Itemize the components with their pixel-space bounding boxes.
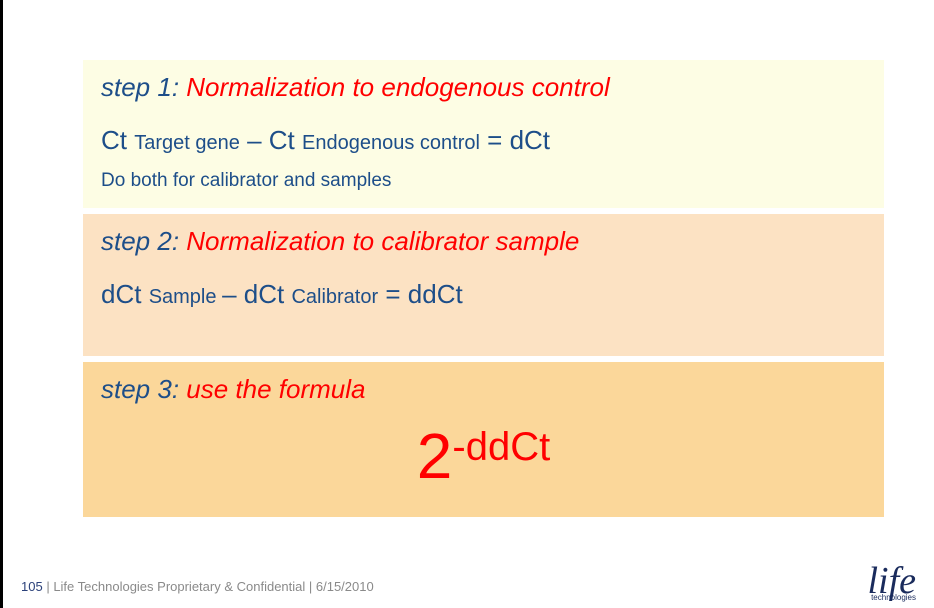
- step-2-title: Normalization to calibrator sample: [186, 226, 579, 256]
- step-3-formula: 2-ddCt: [101, 419, 866, 493]
- step-1-header: step 1: Normalization to endogenous cont…: [101, 72, 866, 103]
- footer-text: Life Technologies Proprietary & Confiden…: [53, 579, 373, 594]
- slide-footer: 105 | Life Technologies Proprietary & Co…: [21, 579, 374, 594]
- formula-sub: Target gene: [134, 132, 240, 154]
- formula-part: dCt: [101, 279, 149, 309]
- step-2-label: step 2:: [101, 226, 186, 256]
- formula-exponent: -ddCt: [452, 425, 550, 469]
- step-3-title: use the formula: [186, 374, 365, 404]
- brand-logo: life technologies: [867, 559, 916, 602]
- step-1-label: step 1:: [101, 72, 186, 102]
- formula-part: – Ct: [240, 125, 302, 155]
- step-2-formula: dCt Sample – dCt Calibrator = ddCt: [101, 279, 866, 310]
- logo-subtext: technologies: [867, 593, 916, 602]
- step-3-label: step 3:: [101, 374, 186, 404]
- formula-sub: Endogenous control: [302, 132, 480, 154]
- formula-part: = dCt: [480, 125, 550, 155]
- step-2-header: step 2: Normalization to calibrator samp…: [101, 226, 866, 257]
- step-3-box: step 3: use the formula 2-ddCt: [83, 362, 884, 517]
- step-2-box: step 2: Normalization to calibrator samp…: [83, 214, 884, 356]
- formula-part: Ct: [101, 125, 134, 155]
- formula-sub: Sample: [149, 286, 222, 308]
- formula-sub: Calibrator: [291, 286, 378, 308]
- step-3-header: step 3: use the formula: [101, 374, 866, 405]
- slide-number: 105: [21, 579, 43, 594]
- formula-part: = ddCt: [378, 279, 463, 309]
- formula-base: 2: [417, 420, 453, 492]
- footer-sep: |: [43, 579, 54, 594]
- step-1-box: step 1: Normalization to endogenous cont…: [83, 60, 884, 208]
- step-1-title: Normalization to endogenous control: [186, 72, 609, 102]
- formula-part: – dCt: [222, 279, 291, 309]
- step-1-note: Do both for calibrator and samples: [101, 170, 866, 192]
- step-1-formula: Ct Target gene – Ct Endogenous control =…: [101, 125, 866, 156]
- slide-content: step 1: Normalization to endogenous cont…: [3, 0, 934, 517]
